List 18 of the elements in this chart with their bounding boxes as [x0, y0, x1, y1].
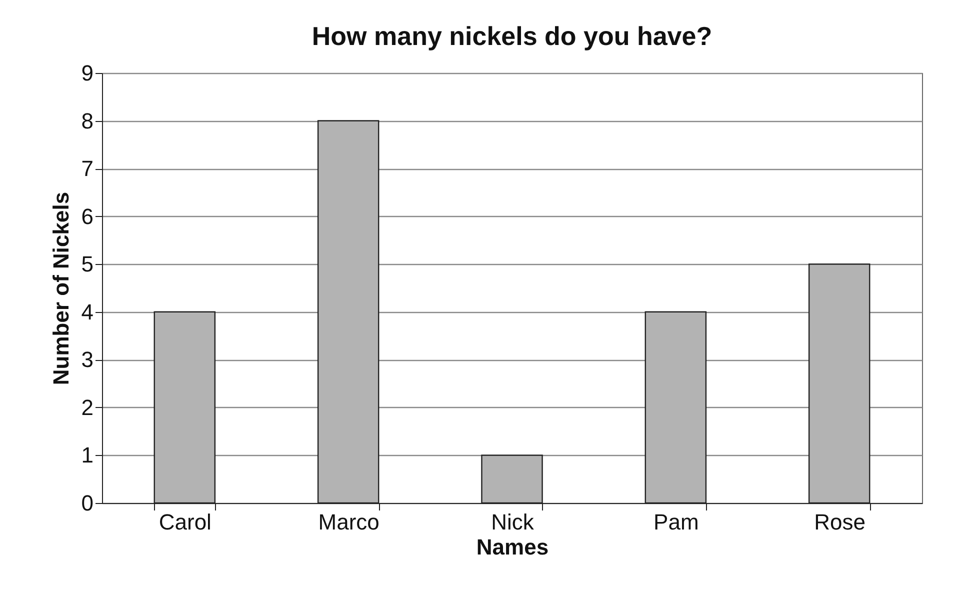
y-tick-label: 2 [81, 394, 94, 420]
x-tick-label: Pam [654, 510, 699, 534]
y-tick-label: 1 [81, 442, 94, 468]
x-tick-label: Marco [318, 510, 380, 534]
y-tick-label: 3 [81, 347, 94, 372]
y-tick-label: 8 [81, 108, 94, 134]
y-tick-label: 7 [81, 156, 94, 182]
x-tick-label: Carol [158, 510, 212, 534]
y-tick-label: 6 [81, 204, 94, 229]
y-tick-label: 5 [81, 252, 94, 277]
y-tick-label: 0 [81, 490, 94, 516]
y-tick-label: 9 [81, 60, 94, 86]
x-tick-label: Rose [814, 510, 866, 534]
x-axis-title: Names [476, 534, 549, 560]
y-axis-title: Number of Nickels [48, 192, 74, 386]
y-tick-label: 4 [81, 299, 94, 324]
chart-title: How many nickels do you have? [312, 21, 712, 51]
x-tick-label: Nick [491, 510, 535, 534]
